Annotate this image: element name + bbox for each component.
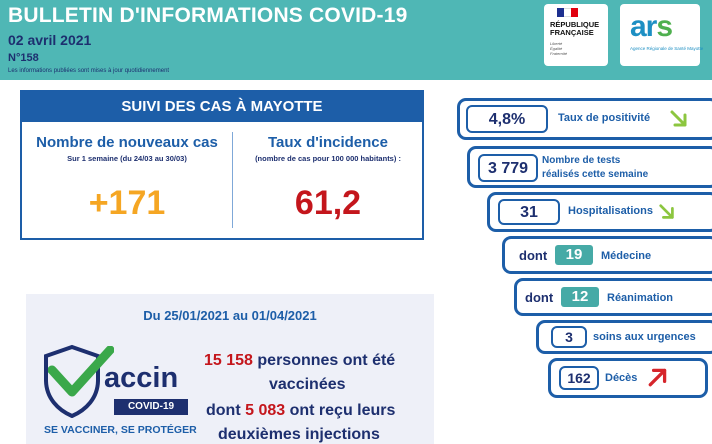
deces-value: 162 — [559, 366, 599, 390]
covid-badge: COVID-19 — [114, 399, 188, 415]
rf-motto: Liberté Égalité Fraternité — [550, 41, 567, 56]
vaccinated-text1: personnes ont été — [257, 352, 396, 369]
deces-label: Décès — [605, 372, 638, 384]
rf-line2: FRANÇAISE — [550, 28, 594, 37]
vaccinated-text2: vaccinées — [269, 376, 346, 393]
medecine-prefix: dont — [519, 248, 548, 263]
new-cases-period: Sur 1 semaine (du 24/03 au 30/03) — [67, 154, 187, 163]
deces-card: 162 Décès — [548, 358, 708, 398]
second-text1: ont reçu leurs — [289, 402, 396, 419]
checkmark-icon — [48, 346, 114, 397]
hospitalisations-label: Hospitalisations — [568, 205, 653, 217]
vaccinated-count: 15 158 — [204, 352, 253, 369]
rf-motto3: Fraternité — [550, 51, 568, 56]
bulletin-date: 02 avril 2021 — [8, 32, 92, 48]
incidence-sub: (nombre de cas pour 100 000 habitants) : — [255, 154, 401, 163]
reanimation-prefix: dont — [525, 290, 554, 305]
tests-value: 3 779 — [478, 154, 538, 182]
tests-label-line2: réalisés cette semaine — [542, 169, 649, 180]
ars-subtitle: Agence Régionale de Santé Mayotte — [630, 46, 704, 51]
reanimation-label: Réanimation — [607, 292, 674, 304]
urgences-card: 3 soins aux urgences — [536, 320, 712, 354]
suivi-title: SUIVI DES CAS À MAYOTTE — [22, 92, 422, 122]
bulletin-title: BULLETIN D'INFORMATIONS COVID-19 — [8, 4, 408, 27]
suivi-panel: SUIVI DES CAS À MAYOTTE Nombre de nouvea… — [20, 90, 424, 240]
second-text2: deuxièmes injections — [218, 426, 380, 443]
tests-card: 3 779 Nombre de tests réalisés cette sem… — [467, 146, 712, 188]
hospitalisations-value: 31 — [498, 199, 560, 225]
arrow-up-right-icon — [648, 368, 667, 387]
vaccination-period: Du 25/01/2021 au 01/04/2021 — [143, 308, 317, 323]
ars-word-s: s — [656, 10, 673, 43]
medecine-card: dont 19 Médecine — [502, 236, 712, 274]
french-flag-icon — [557, 8, 578, 17]
vaccin-slogan: SE VACCINER, SE PROTÉGER — [44, 424, 197, 436]
suivi-divider — [232, 132, 233, 228]
positivity-value: 4,8% — [466, 105, 548, 133]
second-dose-line1: dont 5 083 ont reçu leurs — [206, 402, 395, 420]
new-cases-label: Nombre de nouveaux cas — [36, 134, 218, 151]
republique-francaise-logo: RÉPUBLIQUE FRANÇAISE Liberté Égalité Fra… — [544, 4, 608, 66]
second-dose-count: 5 083 — [245, 402, 286, 419]
second-prefix: dont — [206, 402, 241, 419]
urgences-label: soins aux urgences — [593, 331, 696, 343]
rf-motto1: Liberté — [550, 41, 563, 46]
ars-wordmark: ars — [630, 10, 673, 44]
arrow-down-right-icon — [670, 110, 687, 127]
update-note: Les informations publiées sont mises à j… — [8, 68, 170, 74]
rf-line1: RÉPUBLIQUE — [550, 20, 600, 29]
positivity-card: 4,8% Taux de positivité — [457, 98, 712, 140]
positivity-label: Taux de positivité — [558, 112, 651, 124]
rf-name: RÉPUBLIQUE FRANÇAISE — [550, 21, 599, 37]
rf-motto2: Égalité — [550, 46, 563, 51]
medecine-value: 19 — [555, 245, 593, 265]
medecine-label: Médecine — [601, 250, 652, 262]
reanimation-card: dont 12 Réanimation — [514, 278, 712, 316]
reanimation-value: 12 — [561, 287, 599, 307]
urgences-value: 3 — [551, 326, 587, 348]
vaccinated-line1: 15 158 personnes ont été — [204, 352, 395, 370]
hospitalisations-card: 31 Hospitalisations — [487, 192, 712, 232]
arrow-down-right-icon — [659, 204, 674, 219]
incidence-value: 61,2 — [294, 184, 362, 222]
incidence-label: Taux d'incidence — [268, 134, 388, 151]
new-cases-value: +171 — [88, 184, 166, 222]
shield-icon — [44, 344, 100, 418]
vaccin-wordmark: accin — [104, 362, 179, 394]
vaccination-panel: Du 25/01/2021 au 01/04/2021 accin COVID-… — [26, 294, 434, 444]
ars-logo: ars Agence Régionale de Santé Mayotte — [620, 4, 704, 66]
tests-label-line1: Nombre de tests — [542, 155, 621, 166]
bulletin-number: N°158 — [8, 52, 39, 64]
ars-word-a: ar — [630, 10, 657, 43]
